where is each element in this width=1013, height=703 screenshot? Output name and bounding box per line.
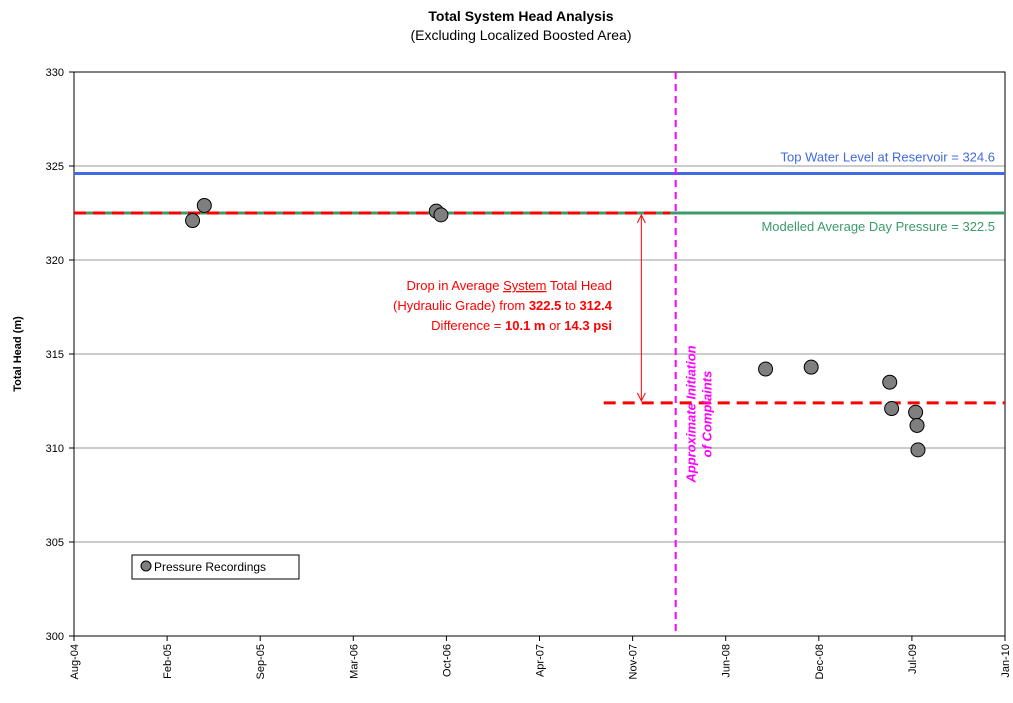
x-tick-label: Apr-07 bbox=[535, 644, 547, 677]
annotation-segment: 10.1 m bbox=[505, 318, 545, 333]
annotation-segment: Total Head bbox=[546, 278, 612, 293]
chart-subtitle: (Excluding Localized Boosted Area) bbox=[410, 27, 631, 43]
pressure-point bbox=[882, 374, 898, 390]
y-tick-label: 310 bbox=[46, 443, 64, 455]
annotation-line-1: Drop in Average System Total Head bbox=[407, 278, 612, 293]
legend-marker bbox=[140, 560, 152, 572]
complaints-label: Approximate Initiationof Complaints bbox=[684, 345, 715, 483]
x-tick-label: Nov-07 bbox=[628, 644, 640, 679]
annotation-segment: 312.4 bbox=[579, 298, 612, 313]
legend-label: Pressure Recordings bbox=[154, 560, 266, 574]
pressure-point bbox=[185, 213, 201, 229]
annotation-segment: 322.5 bbox=[529, 298, 562, 313]
axes: 300 305 310 315 320 325 330 Aug-04 Feb-05 Sep-05 M… bbox=[46, 67, 1012, 679]
reference-label-modelled: Modelled Average Day Pressure = 322.5 bbox=[761, 219, 995, 234]
y-tick-label: 330 bbox=[46, 67, 64, 79]
annotation-segment: (Hydraulic Grade) from bbox=[393, 298, 529, 313]
pressure-point bbox=[758, 361, 774, 377]
reference-label-top-water: Top Water Level at Reservoir = 324.6 bbox=[781, 150, 996, 165]
pressure-point bbox=[910, 442, 926, 458]
x-tick-label: Mar-06 bbox=[348, 644, 360, 679]
y-tick-label: 315 bbox=[46, 349, 64, 361]
pressure-point bbox=[803, 359, 819, 375]
annotation-segment: Difference = bbox=[431, 318, 505, 333]
drop-annotation: Drop in Average System Total Head (Hydrau… bbox=[393, 278, 613, 333]
annotation-segment: to bbox=[561, 298, 579, 313]
x-tick-label: Jul-09 bbox=[907, 644, 919, 674]
drop-arrow bbox=[636, 213, 646, 402]
pressure-points bbox=[185, 197, 926, 458]
annotation-segment: 14.3 psi bbox=[564, 318, 612, 333]
x-tick-label: Aug-04 bbox=[69, 644, 81, 679]
annotation-line-3: Difference = 10.1 m or 14.3 psi bbox=[431, 318, 612, 333]
x-tick-label: Jan-10 bbox=[1000, 644, 1012, 678]
reference-labels: Top Water Level at Reservoir = 324.6 Mod… bbox=[761, 150, 995, 234]
arrow-head-up bbox=[636, 213, 646, 224]
complaints-label-line1: Approximate Initiation bbox=[684, 345, 699, 483]
x-tick-label: Jun-08 bbox=[721, 644, 733, 678]
legend: Pressure Recordings bbox=[131, 554, 300, 580]
arrow-head-down bbox=[636, 392, 646, 402]
legend-box bbox=[131, 554, 300, 580]
chart-title: Total System Head Analysis bbox=[428, 8, 613, 24]
x-tick-label: Feb-05 bbox=[162, 644, 174, 679]
complaints-line: Approximate Initiationof Complaints bbox=[674, 72, 715, 636]
x-tick-label: Sep-05 bbox=[255, 644, 267, 679]
pressure-point bbox=[909, 417, 925, 433]
y-axis-label: Total Head (m) bbox=[12, 316, 24, 392]
y-tick-label: 320 bbox=[46, 255, 64, 267]
complaints-label-line2: of Complaints bbox=[700, 371, 715, 458]
pressure-point bbox=[884, 401, 900, 417]
pressure-point bbox=[196, 197, 212, 213]
y-tick-label: 325 bbox=[46, 161, 64, 173]
x-tick-label: Dec-08 bbox=[814, 644, 826, 679]
pressure-point bbox=[908, 404, 924, 420]
annotation-segment: System bbox=[503, 278, 546, 293]
annotation-line-2: (Hydraulic Grade) from 322.5 to 312.4 bbox=[393, 298, 613, 313]
annotation-segment: Drop in Average bbox=[407, 278, 504, 293]
reference-lines bbox=[74, 172, 1005, 405]
annotation-segment: or bbox=[546, 318, 565, 333]
y-tick-label: 305 bbox=[46, 537, 64, 549]
pressure-point bbox=[433, 207, 449, 223]
y-tick-label: 300 bbox=[46, 631, 64, 643]
x-tick-label: Oct-06 bbox=[441, 644, 453, 677]
